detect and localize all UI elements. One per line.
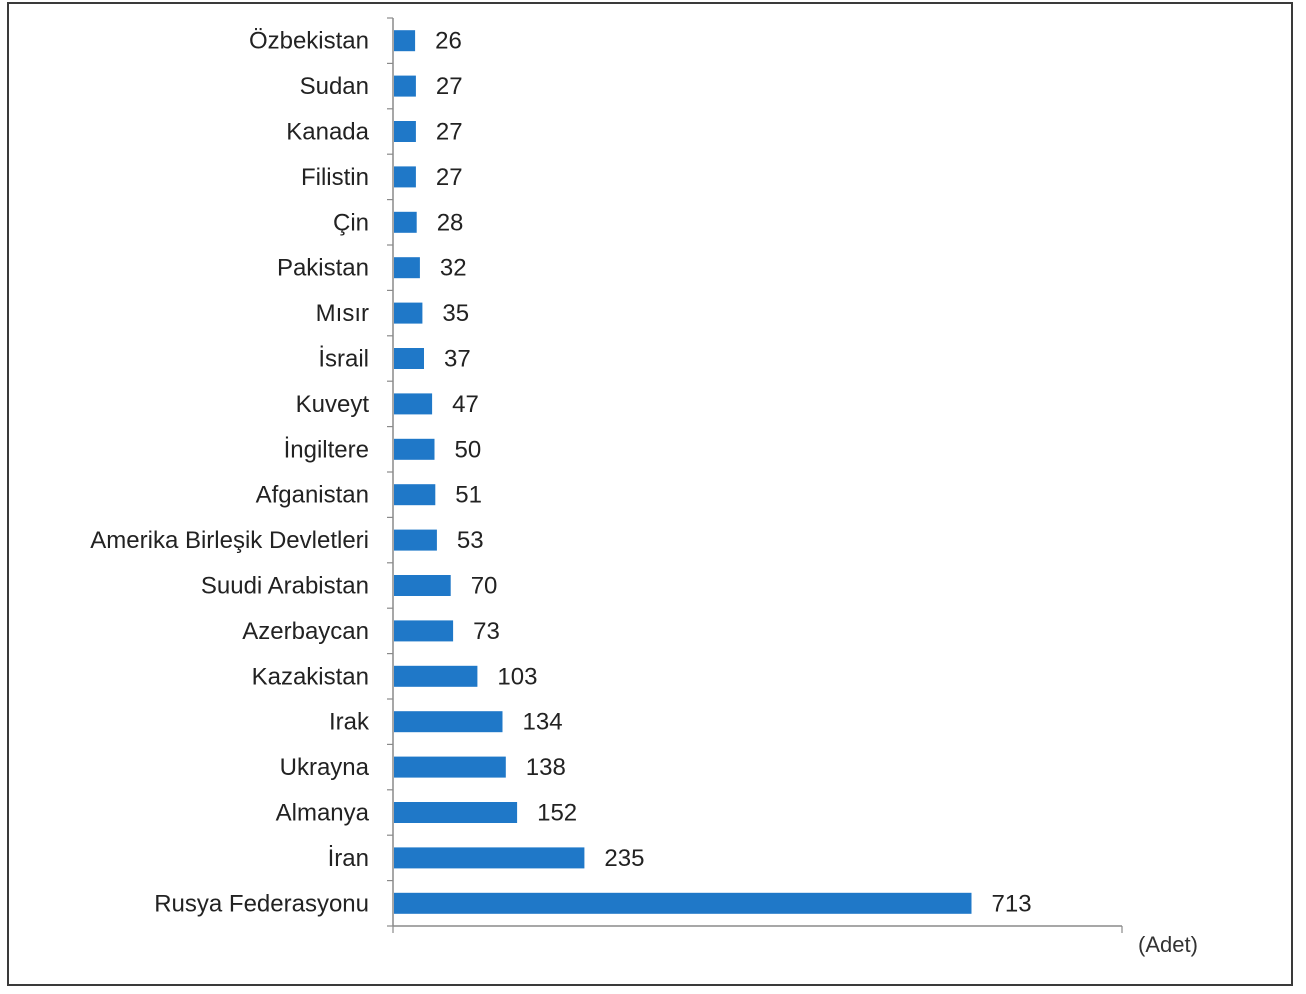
labels-layer: Özbekistan 26 Sudan 27 Kanada 27 Filistin 27 Çin… (90, 28, 1031, 918)
category-label: İran (328, 845, 369, 872)
category-label: Kazakistan (252, 663, 369, 690)
value-label: 235 (604, 845, 644, 872)
category-label: Sudan (300, 73, 369, 100)
category-label: İngiltere (284, 436, 369, 463)
value-label: 28 (437, 209, 464, 236)
category-label: Özbekistan (249, 28, 369, 55)
value-label: 134 (523, 709, 563, 736)
bars-layer (394, 30, 972, 914)
bar (394, 393, 433, 415)
bar (394, 75, 416, 97)
category-label: Amerika Birleşik Devletleri (90, 527, 369, 554)
value-label: 27 (436, 164, 463, 191)
value-label: 138 (526, 754, 566, 781)
category-label: Suudi Arabistan (201, 573, 369, 600)
bar (394, 166, 416, 188)
bar (394, 575, 451, 596)
value-label: 73 (473, 618, 500, 645)
axes-layer (387, 17, 1123, 933)
value-label: 32 (440, 255, 467, 282)
value-label: 50 (455, 436, 482, 463)
bar (394, 484, 436, 506)
category-label: İsrail (318, 346, 369, 373)
value-label: 26 (435, 28, 462, 55)
category-label: Kanada (286, 119, 369, 146)
bar (394, 302, 423, 324)
category-label: Afganistan (256, 482, 369, 509)
bar (394, 847, 585, 869)
unit-label: (Adet) (1138, 932, 1198, 957)
value-label: 103 (497, 663, 537, 690)
bar (394, 257, 420, 279)
value-label: 70 (471, 573, 498, 600)
value-label: 35 (442, 300, 469, 327)
bar (394, 211, 417, 233)
bar (394, 802, 518, 823)
category-label: Kuveyt (296, 391, 370, 418)
bar (394, 620, 454, 642)
bar (394, 529, 437, 551)
category-label: Filistin (301, 164, 369, 191)
category-label: Azerbaycan (242, 618, 369, 645)
value-label: 152 (537, 800, 577, 827)
category-label: Rusya Federasyonu (154, 890, 369, 917)
bar (394, 30, 416, 52)
category-label: Almanya (276, 800, 370, 827)
category-label: Irak (329, 709, 370, 736)
bar (394, 438, 435, 460)
bar (394, 756, 506, 778)
bar (394, 121, 416, 142)
value-label: 27 (436, 73, 463, 100)
category-label: Mısır (316, 300, 369, 327)
category-label: Çin (333, 209, 369, 236)
value-label: 27 (436, 119, 463, 146)
bar (394, 665, 478, 687)
value-label: 53 (457, 527, 484, 554)
bar (394, 892, 972, 914)
bar (394, 348, 424, 369)
category-label: Ukrayna (280, 754, 370, 781)
value-label: 51 (455, 482, 482, 509)
bar (394, 711, 503, 733)
chart-frame (7, 2, 1293, 986)
value-label: 47 (452, 391, 479, 418)
value-label: 713 (992, 890, 1032, 917)
value-label: 37 (444, 346, 471, 373)
category-label: Pakistan (277, 255, 369, 282)
